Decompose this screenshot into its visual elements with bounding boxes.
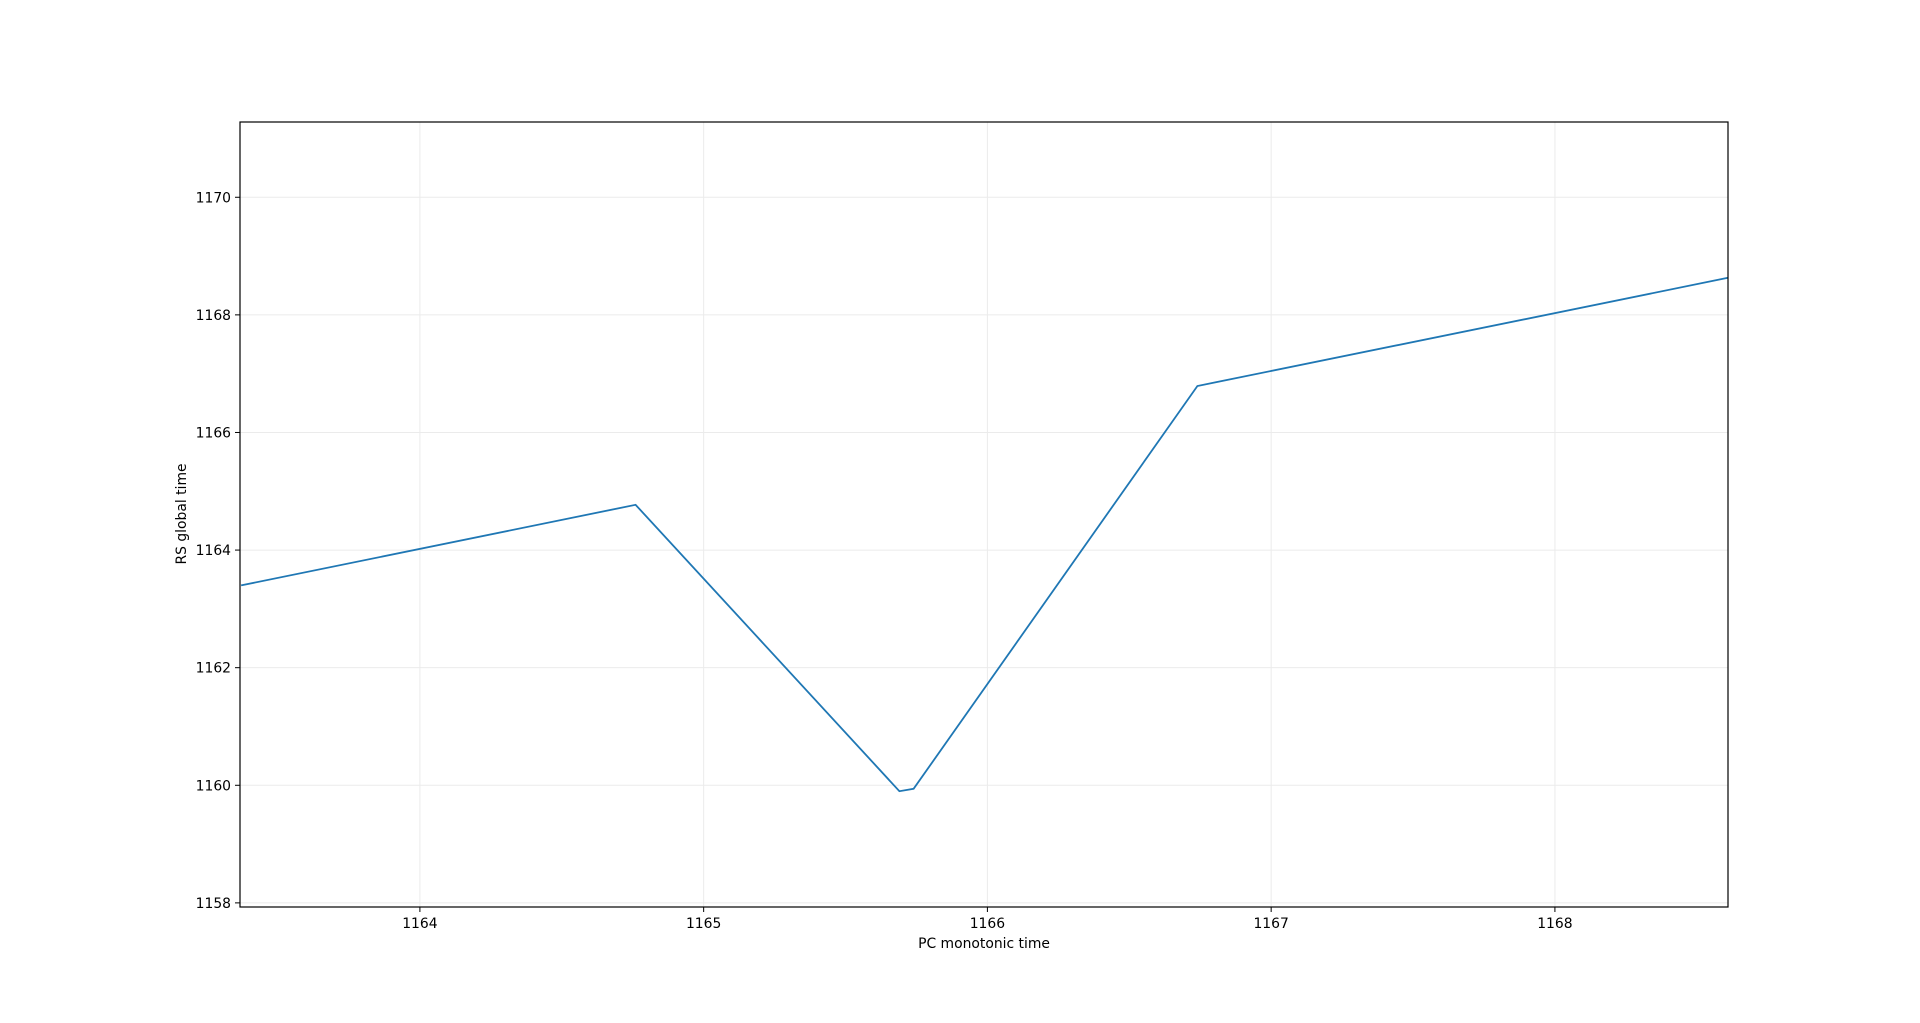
y-tick-label: 1160 xyxy=(196,778,231,794)
axes-frame xyxy=(239,121,1729,908)
x-axis-label: PC monotonic time xyxy=(918,936,1050,952)
series-line xyxy=(240,276,1729,793)
x-tick-label: 1165 xyxy=(686,916,721,932)
series xyxy=(240,276,1729,793)
y-tick-label: 1166 xyxy=(196,425,231,441)
x-tick-label: 1166 xyxy=(970,916,1005,932)
y-tick-label: 1164 xyxy=(196,543,232,559)
y-tick-label: 1158 xyxy=(196,896,231,912)
x-tick-label: 1167 xyxy=(1253,916,1288,932)
y-tick-label: 1162 xyxy=(196,661,231,677)
x-axis: 1164 1165 1166 1167 1168 xyxy=(402,907,1573,932)
x-tick-label: 1164 xyxy=(402,916,438,932)
y-tick-label: 1168 xyxy=(196,308,231,324)
grid xyxy=(240,122,1728,907)
y-tick-label: 1170 xyxy=(196,190,231,206)
y-axis: 1158 1160 1162 1164 1166 1168 1170 xyxy=(196,190,240,912)
y-axis-label: RS global time xyxy=(174,463,190,564)
x-tick-label: 1168 xyxy=(1537,916,1572,932)
